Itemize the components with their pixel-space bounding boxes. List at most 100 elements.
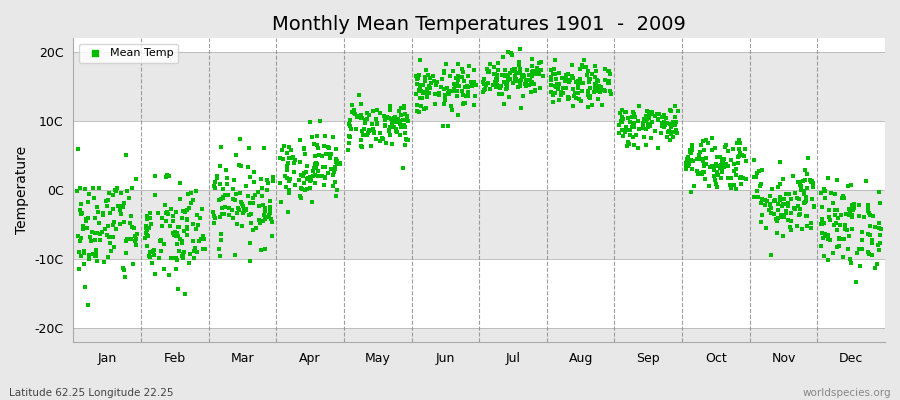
Point	[691, 152, 706, 158]
Point	[293, 184, 308, 191]
Point	[467, 102, 482, 108]
Point	[715, 167, 729, 174]
Point	[88, 215, 103, 222]
Point	[437, 70, 452, 76]
Point	[447, 82, 462, 88]
Point	[770, 200, 785, 207]
Point	[579, 64, 593, 70]
Point	[516, 93, 530, 100]
Point	[188, 245, 202, 252]
Point	[512, 65, 526, 72]
Point	[792, 212, 806, 218]
Point	[639, 142, 653, 148]
Point	[801, 155, 815, 162]
Point	[764, 252, 778, 259]
Point	[226, 196, 240, 202]
Point	[821, 236, 835, 242]
Point	[562, 94, 576, 101]
Point	[441, 89, 455, 96]
Point	[581, 79, 596, 86]
Point	[455, 88, 470, 94]
Point	[729, 166, 743, 172]
Point	[510, 84, 525, 90]
Point	[96, 212, 111, 218]
Point	[164, 255, 178, 261]
Point	[791, 203, 806, 209]
Point	[286, 154, 301, 160]
Point	[292, 158, 307, 165]
Point	[102, 190, 116, 196]
Point	[397, 103, 411, 109]
Point	[436, 67, 451, 74]
Point	[603, 87, 617, 94]
Point	[71, 266, 86, 272]
Point	[795, 187, 809, 193]
Point	[727, 181, 742, 188]
Point	[237, 208, 251, 214]
Point	[828, 212, 842, 218]
Point	[571, 90, 585, 96]
Point	[707, 167, 722, 174]
Point	[418, 74, 432, 80]
Point	[776, 212, 790, 218]
Point	[195, 232, 210, 239]
Point	[318, 133, 332, 139]
Point	[241, 193, 256, 199]
Point	[575, 62, 590, 68]
Point	[796, 200, 811, 206]
Point	[83, 234, 97, 240]
Point	[455, 74, 470, 80]
Point	[773, 197, 788, 203]
Point	[293, 185, 308, 192]
Point	[861, 202, 876, 208]
Point	[588, 85, 602, 91]
Point	[286, 169, 301, 176]
Point	[776, 200, 790, 207]
Point	[685, 142, 699, 148]
Point	[220, 192, 235, 198]
Point	[129, 236, 143, 242]
Point	[318, 175, 332, 182]
Point	[389, 128, 403, 134]
Point	[662, 137, 677, 144]
Point	[448, 83, 463, 90]
Point	[764, 186, 778, 192]
Point	[355, 128, 369, 134]
Point	[501, 72, 516, 79]
Point	[117, 267, 131, 273]
Point	[260, 214, 274, 220]
Point	[138, 235, 152, 242]
Point	[843, 209, 858, 215]
Point	[121, 188, 135, 194]
Point	[119, 250, 133, 257]
Point	[440, 85, 454, 92]
Point	[187, 255, 202, 261]
Point	[725, 146, 740, 152]
Point	[826, 200, 841, 206]
Point	[773, 180, 788, 187]
Point	[568, 78, 582, 85]
Point	[326, 182, 340, 189]
Point	[168, 255, 183, 261]
Point	[763, 202, 778, 208]
Point	[626, 134, 640, 140]
Point	[194, 236, 209, 243]
Point	[775, 233, 789, 239]
Point	[696, 137, 710, 144]
Point	[454, 66, 469, 72]
Point	[640, 107, 654, 114]
Point	[217, 211, 231, 217]
Point	[629, 132, 643, 138]
Point	[221, 212, 236, 218]
Point	[617, 109, 632, 115]
Point	[698, 176, 712, 182]
Point	[398, 142, 412, 148]
Point	[759, 197, 773, 204]
Point	[654, 120, 669, 126]
Point	[590, 86, 604, 92]
Point	[88, 236, 103, 243]
Point	[567, 92, 581, 99]
Point	[512, 59, 526, 65]
Point	[239, 207, 254, 213]
Point	[593, 85, 608, 92]
